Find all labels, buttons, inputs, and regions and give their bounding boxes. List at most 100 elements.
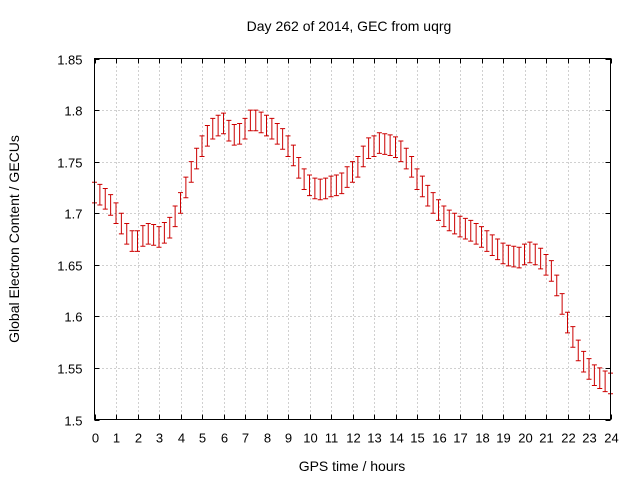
data-point bbox=[468, 219, 474, 242]
data-point bbox=[602, 370, 608, 393]
data-point bbox=[172, 205, 178, 228]
x-axis-label: GPS time / hours bbox=[299, 458, 406, 474]
data-point bbox=[516, 246, 522, 269]
data-point bbox=[264, 114, 269, 137]
data-point bbox=[543, 253, 549, 276]
x-tick-label: 21 bbox=[539, 431, 553, 446]
data-point bbox=[161, 221, 167, 244]
data-point bbox=[269, 117, 275, 140]
data-point bbox=[575, 339, 581, 362]
data-point bbox=[398, 140, 404, 163]
data-point bbox=[280, 128, 286, 150]
data-point bbox=[328, 175, 334, 198]
x-tick-label: 13 bbox=[367, 431, 381, 446]
data-point bbox=[258, 111, 264, 134]
data-point bbox=[500, 242, 506, 265]
x-tick-label: 8 bbox=[264, 431, 271, 446]
data-point bbox=[473, 223, 479, 245]
data-point bbox=[140, 225, 146, 247]
data-point bbox=[221, 112, 226, 135]
data-point bbox=[457, 215, 463, 238]
x-tick-label: 2 bbox=[135, 431, 142, 446]
data-point bbox=[156, 226, 162, 248]
y-axis-label: Global Electron Content / GECUs bbox=[6, 135, 22, 343]
data-point bbox=[559, 293, 565, 315]
data-point bbox=[505, 244, 511, 267]
data-point bbox=[586, 358, 592, 380]
data-point bbox=[446, 209, 452, 232]
data-point bbox=[323, 177, 329, 200]
x-tick-label: 12 bbox=[346, 431, 360, 446]
plot-frame bbox=[94, 58, 611, 420]
data-point bbox=[419, 175, 425, 198]
y-tick-label: 1.55 bbox=[57, 362, 82, 377]
data-point bbox=[344, 166, 350, 188]
data-point bbox=[409, 155, 415, 178]
data-point bbox=[441, 205, 447, 228]
y-tick-label: 1.85 bbox=[57, 53, 82, 68]
data-point bbox=[312, 177, 318, 200]
data-point bbox=[484, 230, 490, 252]
data-point bbox=[290, 144, 296, 167]
data-point bbox=[129, 230, 135, 252]
data-point bbox=[339, 172, 345, 195]
data-point bbox=[425, 184, 431, 207]
data-point bbox=[145, 223, 151, 245]
data-point bbox=[532, 243, 538, 266]
x-tick-label: 10 bbox=[303, 431, 317, 446]
data-point bbox=[591, 364, 597, 386]
data-point bbox=[113, 202, 119, 225]
data-point bbox=[376, 132, 382, 154]
x-tick-label: 19 bbox=[496, 431, 510, 446]
data-point bbox=[108, 194, 114, 216]
data-point bbox=[210, 117, 216, 140]
data-point bbox=[188, 161, 194, 183]
data-point bbox=[296, 157, 302, 179]
data-point bbox=[247, 109, 253, 132]
data-point bbox=[274, 122, 280, 145]
y-tick-label: 1.5 bbox=[64, 414, 82, 429]
data-point bbox=[489, 234, 495, 257]
y-tick-label: 1.7 bbox=[64, 207, 82, 222]
x-tick-label: 5 bbox=[199, 431, 206, 446]
x-tick-label: 15 bbox=[410, 431, 424, 446]
data-point bbox=[495, 238, 501, 261]
data-point bbox=[414, 168, 420, 190]
data-point bbox=[548, 260, 554, 282]
data-point bbox=[511, 245, 517, 268]
x-tick-label: 0 bbox=[92, 431, 99, 446]
data-point bbox=[554, 274, 560, 297]
data-point bbox=[307, 174, 312, 197]
data-point bbox=[393, 136, 398, 159]
data-point bbox=[570, 326, 576, 348]
data-point bbox=[430, 192, 436, 214]
data-point bbox=[387, 134, 393, 156]
data-point bbox=[194, 147, 200, 170]
data-series bbox=[92, 109, 613, 395]
x-tick-label: 11 bbox=[325, 431, 339, 446]
data-point bbox=[360, 145, 366, 168]
data-point bbox=[151, 224, 157, 246]
y-tick-label: 1.65 bbox=[57, 259, 82, 274]
data-point bbox=[522, 243, 527, 266]
y-tick-label: 1.75 bbox=[57, 156, 82, 171]
data-point bbox=[301, 168, 307, 190]
data-point bbox=[237, 122, 243, 145]
x-tick-label: 22 bbox=[561, 431, 575, 446]
x-tick-label: 16 bbox=[432, 431, 446, 446]
x-tick-label: 6 bbox=[221, 431, 228, 446]
chart-title: Day 262 of 2014, GEC from uqrg bbox=[247, 18, 452, 34]
data-point bbox=[253, 109, 259, 132]
data-point bbox=[527, 241, 533, 264]
y-tick-label: 1.6 bbox=[64, 310, 82, 325]
data-point bbox=[124, 223, 130, 245]
data-point bbox=[285, 135, 291, 157]
data-point bbox=[183, 176, 189, 199]
data-point bbox=[350, 161, 355, 183]
data-point bbox=[355, 155, 361, 178]
x-tick-label: 20 bbox=[518, 431, 532, 446]
data-point bbox=[226, 119, 232, 142]
x-tick-label: 17 bbox=[453, 431, 467, 446]
data-point bbox=[403, 147, 409, 170]
